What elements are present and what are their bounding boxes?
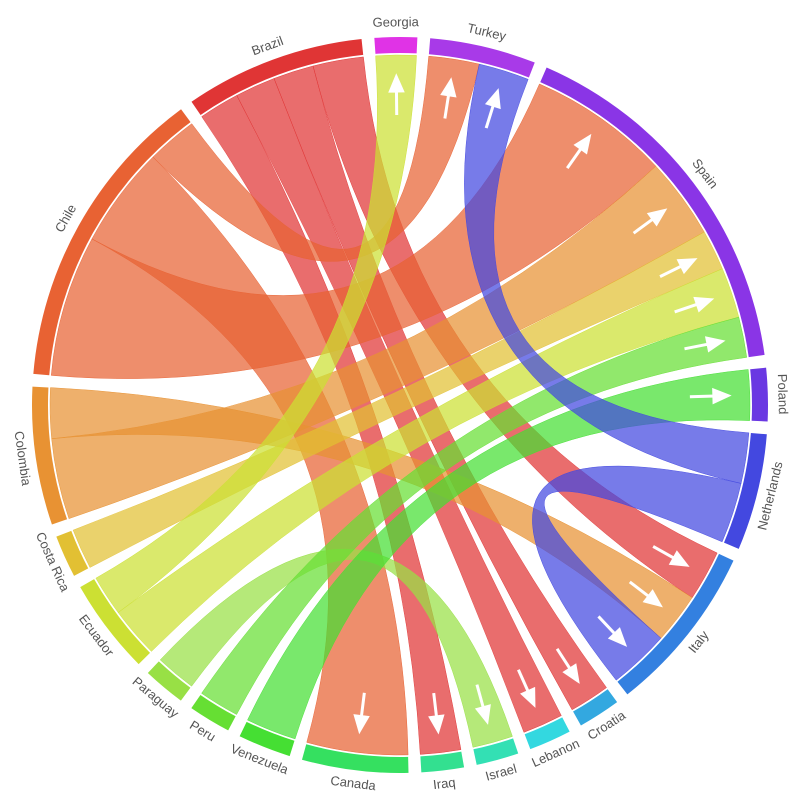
node-arc	[33, 109, 191, 376]
node-label: Iraq	[432, 775, 456, 793]
node-arc	[750, 367, 768, 422]
node-arc	[617, 553, 734, 695]
node-label: Brazil	[250, 33, 286, 58]
ribbon	[117, 268, 740, 652]
node-arc	[56, 530, 89, 576]
arrow	[428, 692, 445, 735]
ribbon	[532, 465, 742, 681]
arrow	[689, 387, 732, 405]
node-label: Chile	[52, 202, 80, 235]
node-label: Canada	[330, 773, 378, 794]
node-label: Poland	[775, 374, 791, 415]
node-arc	[191, 39, 364, 115]
node-arc	[191, 694, 236, 731]
ribbon	[464, 63, 750, 484]
arrow	[597, 615, 628, 647]
node-arc	[32, 386, 68, 525]
node-label: Turkey	[466, 20, 508, 44]
arrow	[684, 336, 726, 353]
node-arc	[573, 689, 618, 726]
node-arc	[428, 38, 535, 78]
node-arc	[301, 744, 409, 773]
arrow	[555, 647, 580, 684]
ribbon	[152, 55, 480, 262]
arrow	[632, 208, 668, 235]
node-arc	[524, 717, 570, 750]
arrow	[566, 133, 592, 169]
arrow	[674, 296, 715, 314]
arrow	[659, 258, 698, 278]
arrow	[652, 545, 690, 567]
ribbon	[201, 316, 748, 715]
ribbon	[95, 54, 417, 613]
node-arc	[420, 751, 465, 773]
arrow	[440, 77, 457, 119]
arrow	[628, 580, 663, 608]
arrow	[353, 692, 370, 735]
arrow	[474, 684, 491, 725]
arrow	[484, 88, 501, 129]
ribbon	[247, 369, 751, 740]
node-arc	[473, 738, 519, 765]
node-arc	[80, 579, 151, 665]
node-label: Israel	[484, 761, 519, 784]
ribbons	[49, 54, 751, 756]
arrow	[517, 669, 536, 708]
node-label: Georgia	[372, 14, 419, 30]
node-label: Colombia	[12, 430, 35, 487]
node-arc	[147, 661, 191, 701]
node-arc	[239, 721, 295, 757]
node-arc	[723, 433, 767, 549]
node-arc	[374, 37, 418, 54]
arrow	[388, 73, 405, 116]
